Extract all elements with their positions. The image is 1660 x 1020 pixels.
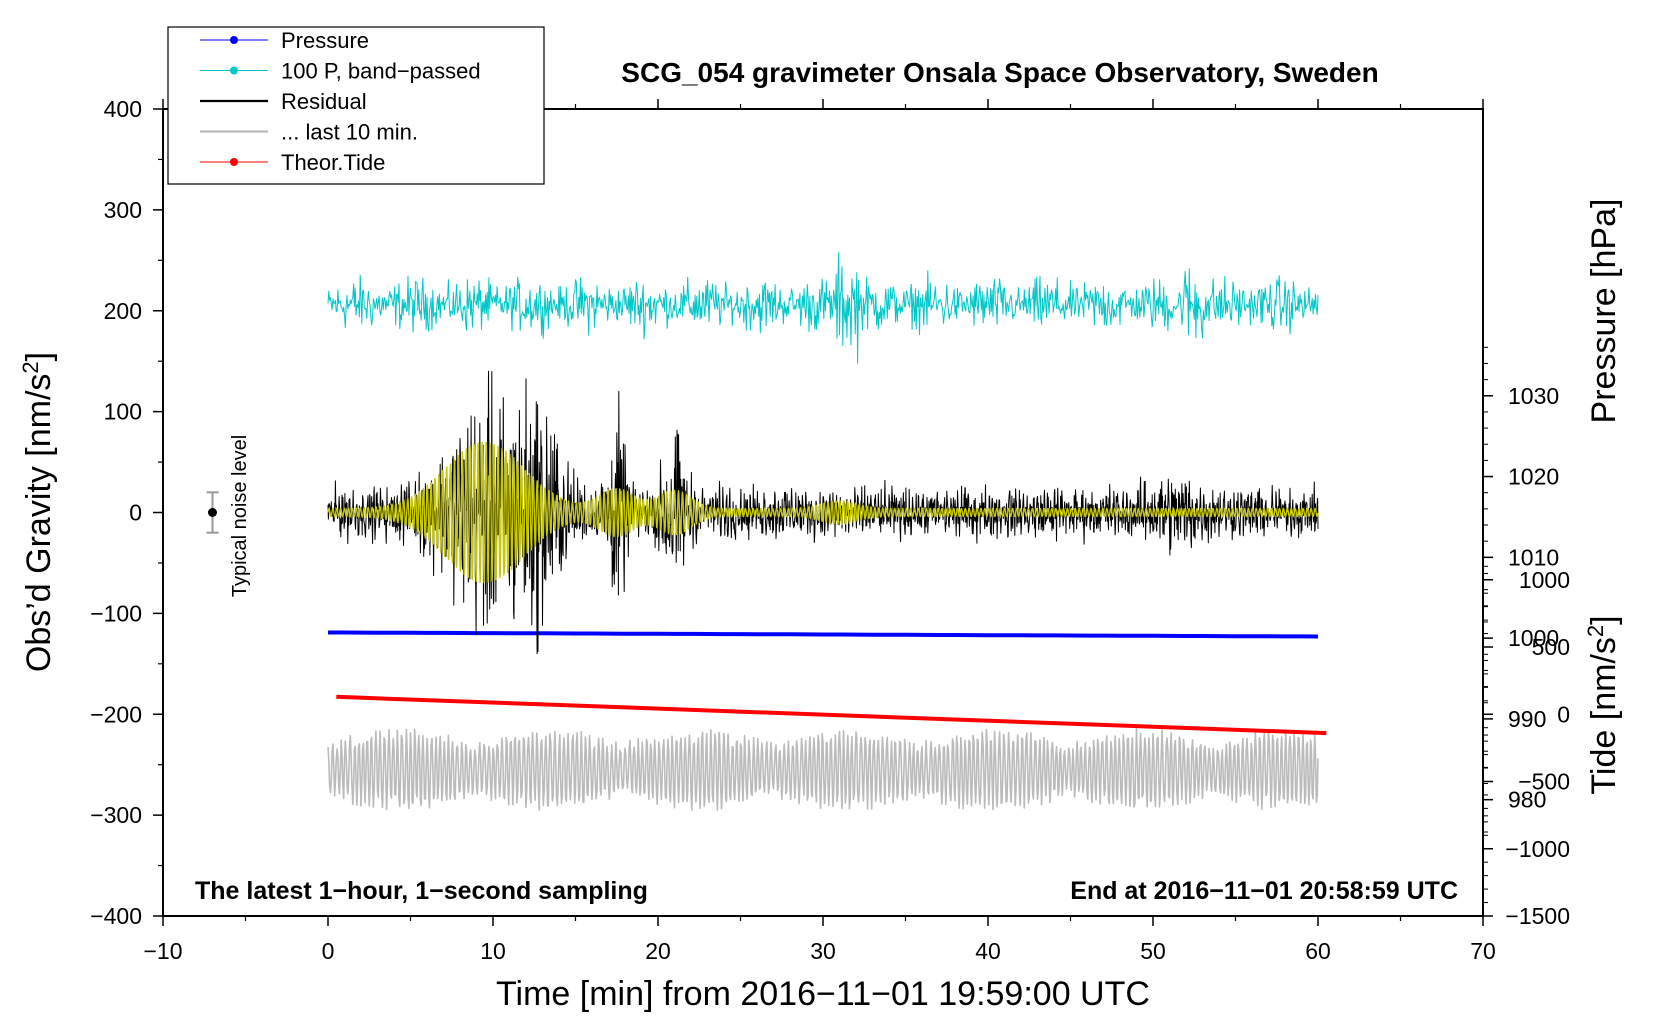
pressure-tick-label: 990 — [1508, 706, 1546, 732]
tide-tick-label: 500 — [1532, 634, 1570, 660]
y-tick-label: 100 — [104, 399, 142, 425]
pressure-tick-label: 1020 — [1508, 464, 1559, 490]
last-10-min-line — [327, 727, 1319, 811]
y-tick-label: −200 — [90, 701, 142, 727]
x-axis-ticks: −10 0 10 20 30 40 50 60 70 — [143, 99, 1496, 964]
y-axis-ticks: −400 −300 −200 −100 0 100 200 300 400 — [90, 96, 163, 929]
theoretical-tide-line — [336, 694, 1327, 736]
legend-marker — [230, 36, 238, 44]
legend-items: Pressure 100 P, band−passed Residual ... la… — [200, 28, 481, 175]
tide-tick-label: −500 — [1518, 769, 1570, 795]
footer-right: End at 2016−11−01 20:58:59 UTC — [1070, 877, 1458, 905]
pressure-axis-ticks: 980 990 1000 1010 1020 1030 — [1483, 346, 1559, 833]
y-tick-label: −300 — [90, 802, 142, 828]
y-tick-label: −400 — [90, 903, 142, 929]
pressure-tick-label: 1010 — [1508, 544, 1559, 570]
legend-label: Residual — [281, 89, 367, 114]
pressure-bandpassed-line — [327, 252, 1319, 364]
tide-tick-label: 0 — [1557, 701, 1570, 727]
tide-tick-label: 1000 — [1519, 567, 1570, 593]
legend-marker — [230, 66, 238, 75]
x-tick-label: 50 — [1140, 938, 1166, 964]
chart-title: SCG_054 gravimeter Onsala Space Observat… — [621, 57, 1378, 88]
residual-bandpassed-line — [327, 441, 1319, 584]
legend-label: Theor.Tide — [281, 150, 385, 175]
tide-label-end: ] — [1585, 615, 1623, 624]
x-tick-label: −10 — [143, 938, 182, 964]
y-tick-label: −100 — [90, 600, 142, 626]
y-axis-label-left: Obs’d Gravity [nm/s2] — [18, 352, 58, 672]
x-tick-label: 10 — [480, 938, 506, 964]
y-tick-label: 0 — [129, 500, 142, 526]
noise-level-marker — [206, 491, 219, 534]
tide-label-main: Tide [nm/s — [1585, 637, 1623, 794]
legend-label: 100 P, band−passed — [281, 59, 481, 84]
legend-box — [167, 26, 545, 185]
x-tick-label: 20 — [645, 938, 671, 964]
x-tick-label: 70 — [1470, 938, 1496, 964]
tide-tick-label: −1500 — [1505, 903, 1570, 929]
tide-label-sup: 2 — [1583, 625, 1608, 637]
pressure-tick-label: 980 — [1508, 787, 1546, 813]
pressure-axis-label: Pressure [hPa] — [1585, 199, 1623, 424]
x-tick-label: 0 — [322, 938, 335, 964]
y-label-end: ] — [20, 352, 58, 361]
y-label-sup: 2 — [18, 361, 43, 373]
footer-left: The latest 1−hour, 1−second sampling — [195, 877, 648, 905]
y-tick-label: 200 — [104, 298, 142, 324]
x-axis-label: Time [min] from 2016−11−01 19:59:00 UTC — [496, 975, 1150, 1013]
tide-axis-label: Tide [nm/s2] — [1583, 615, 1623, 794]
legend: Pressure 100 P, band−passed Residual ... la… — [167, 26, 545, 185]
legend-marker — [230, 158, 238, 166]
noise-dot — [208, 508, 217, 517]
x-tick-label: 30 — [810, 938, 836, 964]
pressure-line — [328, 630, 1319, 639]
tide-tick-label: −1000 — [1505, 836, 1570, 862]
pressure-tick-label: 1030 — [1508, 383, 1559, 409]
signal-lines — [327, 252, 1327, 811]
legend-label: ... last 10 min. — [281, 120, 418, 145]
y-label-main: Obs’d Gravity [nm/s — [20, 374, 58, 673]
x-tick-label: 40 — [975, 938, 1001, 964]
noise-label: Typical noise level — [229, 435, 251, 597]
y-tick-label: 300 — [104, 197, 142, 223]
legend-label: Pressure — [281, 28, 369, 53]
pressure-tick-label: 1000 — [1508, 625, 1559, 651]
y-tick-label: 400 — [104, 96, 142, 122]
x-tick-label: 60 — [1305, 938, 1331, 964]
